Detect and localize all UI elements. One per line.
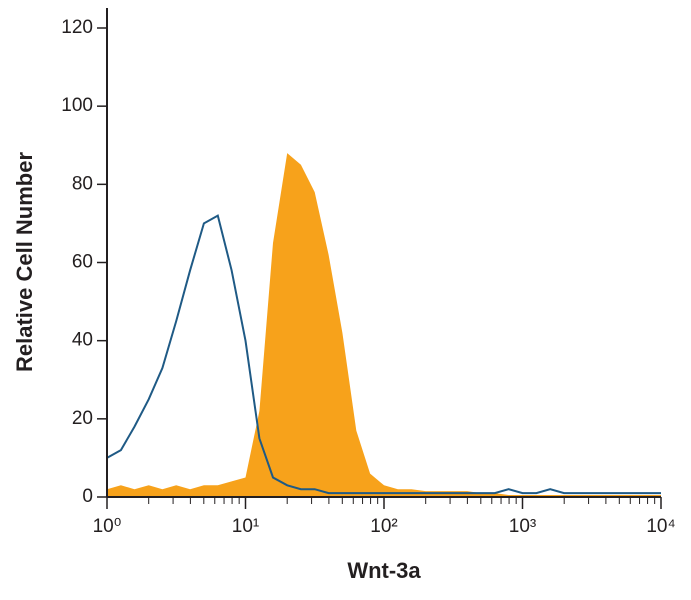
x-tick-label: 10⁴ [646,516,675,537]
x-tick-label: 10⁰ [93,516,122,537]
y-tick-label: 120 [61,17,93,38]
x-tick-label: 10¹ [232,516,259,537]
y-axis-title: Relative Cell Number [12,152,37,373]
area [107,153,661,497]
y-tick-label: 0 [82,486,93,507]
y-tick-label: 40 [72,330,93,351]
line [106,214,661,495]
x-tick-label: 10² [370,516,397,537]
y-tick-label: 80 [72,173,93,194]
y-tick-label: 20 [72,408,93,429]
y-tick-label: 100 [61,95,93,116]
x-axis-title: Wnt-3a [347,558,421,583]
y-tick-label: 60 [72,252,93,273]
x-tick-label: 10³ [509,516,536,537]
